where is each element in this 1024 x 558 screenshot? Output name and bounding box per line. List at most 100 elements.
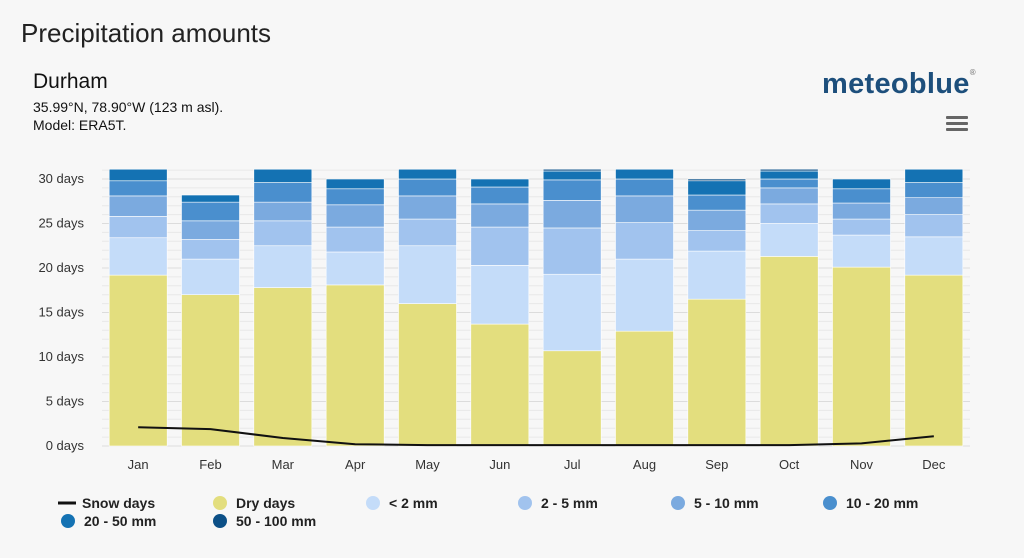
bar-segment-nov-0	[832, 266, 891, 447]
bar-segment-oct-4	[759, 178, 819, 189]
bar-segment-apr-2	[325, 226, 385, 253]
y-tick-label: 15 days	[38, 305, 84, 320]
bar-segment-jan-3	[108, 195, 168, 217]
x-tick-label: Dec	[922, 457, 946, 472]
x-tick-label: May	[415, 457, 440, 472]
hamburger-menu-icon[interactable]	[946, 116, 968, 134]
legend-dot-icon	[213, 514, 227, 528]
x-tick-label: Oct	[779, 457, 800, 472]
bar-segment-apr-5	[325, 178, 385, 190]
bar-segment-oct-6	[759, 168, 819, 172]
x-tick-label: Sep	[705, 457, 728, 472]
bar-segment-oct-2	[759, 203, 819, 224]
x-tick-label: Jan	[128, 457, 149, 472]
bar-segment-sep-2	[687, 230, 747, 252]
page-title: Precipitation amounts	[21, 18, 272, 48]
bar-segment-may-2	[398, 218, 457, 247]
legend-item-label: Dry days	[236, 495, 295, 511]
y-tick-label: 10 days	[38, 349, 84, 364]
bar-segment-jul-4	[542, 179, 602, 201]
bar-segment-feb-0	[181, 294, 240, 447]
bar-segment-feb-3	[181, 220, 240, 240]
bar-segment-sep-6	[687, 178, 747, 182]
legend-item-label: 2 - 5 mm	[541, 495, 598, 511]
bar-segment-apr-1	[325, 251, 385, 286]
legend-dot-icon	[671, 496, 685, 510]
legend-item-label: 50 - 100 mm	[236, 513, 316, 529]
x-tick-label: Apr	[345, 457, 366, 472]
bar-segment-aug-5	[615, 168, 674, 180]
bar-segment-dec-0	[904, 274, 964, 447]
bar-segment-dec-2	[904, 214, 964, 238]
bar-segment-feb-1	[181, 258, 240, 296]
bar-segment-apr-3	[325, 204, 385, 228]
bar-segment-jun-1	[470, 265, 530, 325]
bar-segment-mar-2	[253, 220, 313, 247]
bar-segment-may-5	[398, 168, 457, 180]
snow-days-line	[138, 426, 934, 447]
bar-segment-nov-2	[832, 218, 891, 236]
bar-segment-jun-3	[470, 203, 530, 228]
x-tick-label: Jun	[489, 457, 510, 472]
bar-segment-aug-4	[615, 178, 674, 197]
bar-segment-sep-4	[687, 194, 747, 211]
bar-segment-aug-2	[615, 222, 674, 260]
legend-item-label: < 2 mm	[389, 495, 438, 511]
bar-segment-jan-1	[108, 237, 168, 276]
bar-segment-jun-4	[470, 186, 530, 205]
bar-segment-aug-3	[615, 195, 674, 223]
bar-segment-oct-3	[759, 187, 819, 205]
logo-text: meteoblue	[822, 68, 970, 100]
bar-segment-feb-5	[181, 194, 240, 203]
bar-segment-oct-0	[759, 256, 819, 447]
bar-segment-jan-4	[108, 180, 168, 197]
legend-item-label: Snow days	[82, 495, 155, 511]
bar-segment-jun-2	[470, 226, 530, 266]
bar-segment-mar-4	[253, 182, 313, 203]
legend-item-label: 20 - 50 mm	[84, 513, 156, 529]
bar-segment-sep-5	[687, 180, 747, 196]
legend-dot-icon	[518, 496, 532, 510]
meteoblue-logo: meteoblue®	[822, 68, 976, 100]
bar-segment-jan-0	[108, 274, 168, 447]
bar-segment-oct-1	[759, 223, 819, 257]
bar-segment-aug-1	[615, 258, 674, 332]
x-tick-label: Aug	[633, 457, 656, 472]
y-tick-label: 5 days	[46, 394, 85, 409]
y-tick-label: 20 days	[38, 260, 84, 275]
bar-segment-sep-0	[687, 298, 747, 447]
bar-segment-jan-2	[108, 216, 168, 239]
location-name: Durham	[33, 70, 108, 93]
bar-segment-dec-1	[904, 236, 964, 276]
bar-segment-oct-5	[759, 170, 819, 180]
bar-segment-dec-3	[904, 197, 964, 215]
bar-segment-nov-3	[832, 202, 891, 220]
bar-segment-mar-0	[253, 287, 313, 447]
bar-segment-nov-5	[832, 178, 891, 190]
bar-segment-mar-3	[253, 201, 313, 222]
bar-segment-feb-4	[181, 201, 240, 222]
legend-dot-icon	[823, 496, 837, 510]
bar-segment-sep-1	[687, 250, 747, 300]
model-label: Model: ERA5T.	[33, 117, 127, 133]
legend-dot-icon	[61, 514, 75, 528]
bar-segment-jun-5	[470, 178, 530, 188]
bar-segment-jul-5	[542, 170, 602, 181]
bar-segment-jul-2	[542, 227, 602, 275]
bar-segment-mar-5	[253, 168, 313, 183]
bar-segment-apr-0	[325, 284, 385, 447]
bar-segment-nov-1	[832, 234, 891, 268]
bar-segment-dec-4	[904, 182, 964, 198]
bar-segment-jan-5	[108, 168, 168, 182]
bar-segment-dec-5	[904, 168, 964, 183]
bar-segment-sep-3	[687, 209, 747, 231]
x-tick-label: Feb	[199, 457, 221, 472]
bar-segment-apr-4	[325, 188, 385, 206]
bar-segment-may-1	[398, 245, 457, 304]
location-coordinates: 35.99°N, 78.90°W (123 m asl).	[33, 99, 224, 115]
bar-segment-nov-4	[832, 188, 891, 204]
bar-segment-mar-1	[253, 245, 313, 288]
bar-segment-jul-3	[542, 200, 602, 229]
x-tick-label: Nov	[850, 457, 874, 472]
